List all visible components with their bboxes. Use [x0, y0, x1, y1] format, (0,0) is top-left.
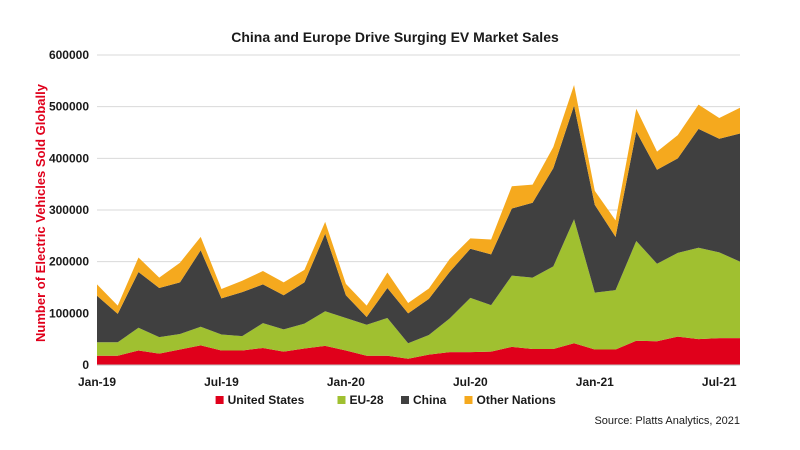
legend-label: United States — [228, 393, 305, 407]
y-tick-label: 0 — [82, 358, 89, 372]
x-tick-label: Jul-19 — [204, 375, 239, 389]
area-eu-28 — [97, 219, 740, 359]
x-tick-label: Jan-19 — [78, 375, 116, 389]
legend-label: China — [413, 393, 447, 407]
y-tick-label: 400000 — [49, 151, 89, 165]
chart-title: China and Europe Drive Surging EV Market… — [231, 29, 559, 45]
y-tick-label: 300000 — [49, 203, 89, 217]
legend-swatch — [464, 396, 473, 404]
y-tick-labels: 0 100000 200000 300000 400000 500000 600000 — [49, 48, 89, 372]
y-tick-label: 200000 — [49, 255, 89, 269]
area-united-states — [97, 336, 740, 365]
legend-swatch — [337, 396, 346, 404]
y-axis-label: Number of Electric Vehicles Sold Globall… — [33, 83, 48, 342]
area-series — [97, 84, 740, 365]
legend-swatch — [215, 396, 224, 404]
y-tick-label: 500000 — [49, 100, 89, 114]
source-note: Source: Platts Analytics, 2021 — [594, 415, 740, 427]
legend-label: EU-28 — [350, 393, 384, 407]
y-tick-label: 100000 — [49, 306, 89, 320]
y-tick-label: 600000 — [49, 48, 89, 62]
x-tick-labels: Jan-19 Jul-19 Jan-20 Jul-20 Jan-21 Jul-21 — [78, 375, 737, 389]
legend-label: Other Nations — [477, 393, 557, 407]
legend: United States EU-28 China Other Nations — [215, 393, 557, 407]
x-tick-label: Jul-21 — [702, 375, 737, 389]
legend-swatch — [401, 396, 409, 404]
x-tick-label: Jan-20 — [327, 375, 365, 389]
area-china — [97, 105, 740, 344]
x-tick-label: Jan-21 — [576, 375, 614, 389]
x-tick-label: Jul-20 — [453, 375, 488, 389]
